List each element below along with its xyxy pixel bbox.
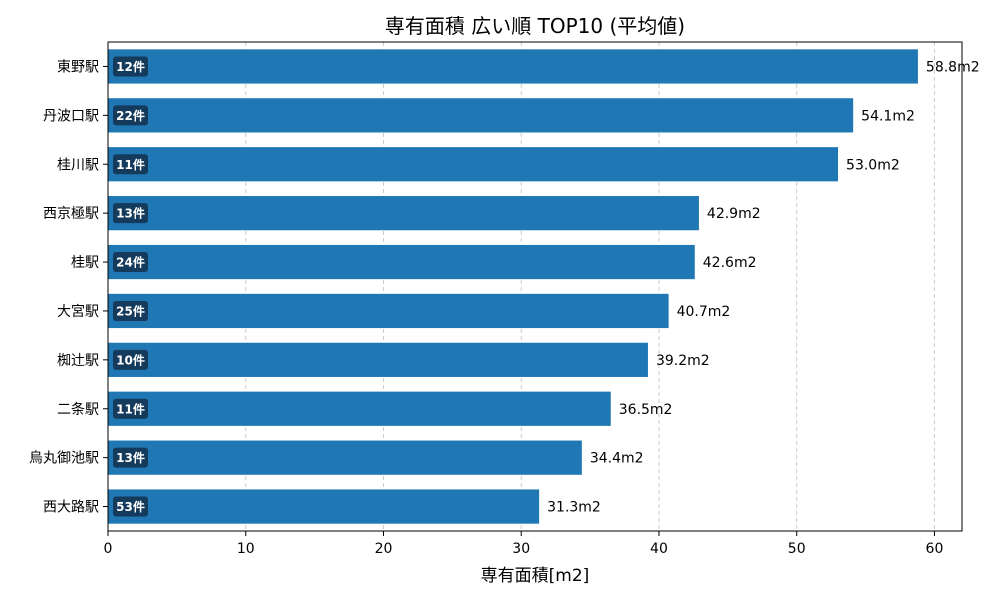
x-axis-label: 専有面積[m2] bbox=[481, 566, 590, 586]
category-label: 西京極駅 bbox=[43, 206, 99, 222]
axes-layer: 0 10 20 30 40 50 60 東野駅丹波口駅桂川駅西京極駅桂駅大宮駅椥辻駅二条駅烏丸… bbox=[29, 41, 963, 557]
count-badge bbox=[113, 496, 148, 517]
count-label: 11件 bbox=[116, 157, 145, 172]
chart-title: 専有面積 広い順 TOP10 (平均値) bbox=[385, 14, 685, 38]
value-label: 40.7m2 bbox=[677, 304, 731, 320]
bars-layer: 58.8m2 12件 54.1m2 22件 53.0m2 11件 42.9m2 13件 42.6… bbox=[108, 49, 980, 524]
category-label: 桂駅 bbox=[71, 255, 99, 271]
bar bbox=[108, 489, 540, 524]
count-badge bbox=[113, 447, 148, 468]
x-tick-label: 50 bbox=[788, 541, 806, 557]
category-label: 丹波口駅 bbox=[43, 108, 99, 124]
bar bbox=[108, 293, 669, 329]
count-badge bbox=[113, 105, 148, 126]
count-label: 13件 bbox=[116, 450, 145, 465]
x-tick-label: 30 bbox=[512, 541, 530, 557]
bar bbox=[108, 49, 918, 84]
value-label: 42.6m2 bbox=[703, 255, 757, 271]
value-label: 58.8m2 bbox=[926, 59, 980, 75]
category-label: 二条駅 bbox=[57, 401, 99, 418]
category-label: 大宮駅 bbox=[57, 304, 99, 320]
value-label: 53.0m2 bbox=[846, 157, 900, 173]
category-label: 東野駅 bbox=[57, 59, 99, 75]
category-label: 椥辻駅 bbox=[57, 353, 99, 369]
count-label: 13件 bbox=[116, 206, 145, 221]
x-tick-label: 10 bbox=[237, 541, 255, 557]
x-tick-label: 60 bbox=[926, 541, 944, 557]
count-label: 24件 bbox=[116, 255, 145, 270]
count-label: 22件 bbox=[116, 108, 145, 123]
x-tick-label: 40 bbox=[650, 541, 668, 557]
plot-frame bbox=[107, 41, 963, 532]
count-badge bbox=[113, 203, 148, 224]
value-label: 36.5m2 bbox=[619, 402, 673, 418]
count-label: 53件 bbox=[116, 499, 145, 514]
count-label: 12件 bbox=[116, 59, 145, 74]
bar bbox=[108, 147, 839, 182]
value-label: 34.4m2 bbox=[590, 451, 644, 467]
bar bbox=[108, 391, 611, 426]
count-badge bbox=[113, 300, 148, 321]
count-badge bbox=[113, 252, 148, 273]
value-label: 39.2m2 bbox=[656, 353, 710, 369]
x-tick-label: 20 bbox=[375, 541, 393, 557]
category-label: 西大路駅 bbox=[43, 500, 99, 516]
value-label: 54.1m2 bbox=[861, 108, 915, 124]
count-badge bbox=[113, 398, 148, 419]
category-label: 烏丸御池駅 bbox=[29, 450, 99, 467]
count-badge bbox=[113, 154, 148, 175]
bar bbox=[108, 244, 695, 280]
bar bbox=[108, 342, 648, 377]
category-label: 桂川駅 bbox=[57, 157, 99, 173]
bar bbox=[108, 196, 699, 231]
x-tick-label: 0 bbox=[104, 541, 113, 557]
bar bbox=[108, 440, 582, 475]
value-label: 42.9m2 bbox=[707, 206, 761, 222]
count-label: 25件 bbox=[116, 303, 145, 318]
bar bbox=[108, 98, 854, 133]
value-label: 31.3m2 bbox=[547, 500, 601, 516]
count-badge bbox=[113, 56, 148, 77]
count-label: 10件 bbox=[116, 352, 145, 367]
count-label: 11件 bbox=[116, 401, 145, 416]
count-badge bbox=[113, 349, 148, 370]
